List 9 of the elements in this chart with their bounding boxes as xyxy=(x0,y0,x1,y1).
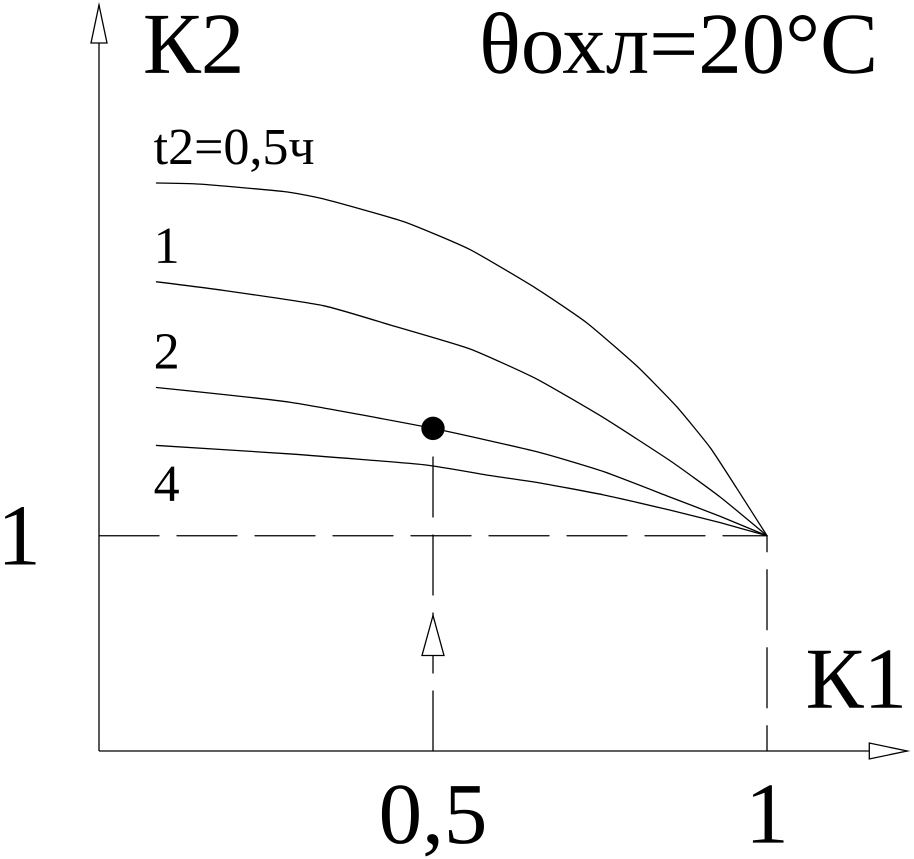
y-axis-title: К2 xyxy=(145,15,240,73)
x-axis-title: К1 xyxy=(808,650,902,708)
series-label: 2 xyxy=(156,334,177,368)
series-label: t2=0,5ч xyxy=(154,129,314,172)
chart-title: θохл=20°C xyxy=(483,12,874,74)
annotation: 1 xyxy=(4,507,36,564)
series-label: 1 xyxy=(158,228,177,263)
series-label: 4 xyxy=(154,466,179,501)
x-tick-label: 0,5 xyxy=(382,785,484,856)
